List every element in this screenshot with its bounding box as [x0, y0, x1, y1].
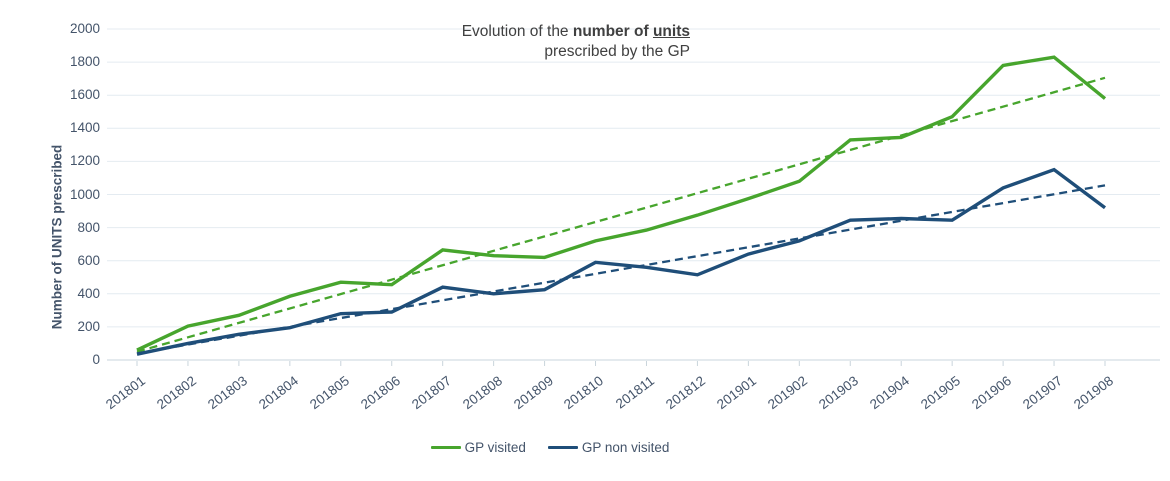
trendline-gp-non-visited-linear-trend: [136, 184, 1106, 355]
title-text: Evolution of the: [461, 23, 573, 40]
y-tick-label: 1000: [69, 186, 100, 202]
trendline-gp-visited-linear-trend: [136, 76, 1106, 353]
chart-title-line1: Evolution of the number of units: [0, 22, 690, 42]
y-tick-label: 200: [77, 318, 100, 334]
legend-item-gp-visited: GP visited: [430, 440, 526, 455]
title-text-underlined: units: [652, 23, 690, 40]
legend-swatch-gp-non-visited: [547, 445, 578, 450]
legend: GP visited GP non visited: [0, 440, 1100, 455]
y-tick-label: 0: [92, 352, 100, 367]
y-tick-label: 1200: [69, 153, 100, 169]
y-tick-label: 1600: [69, 87, 100, 103]
y-tick-label: 400: [77, 285, 100, 301]
legend-item-gp-non-visited: GP non visited: [547, 440, 670, 455]
legend-label: GP visited: [464, 440, 526, 455]
legend-swatch-gp-visited: [430, 445, 461, 450]
series-line-gp-visited: [136, 55, 1107, 352]
y-tick-label: 1400: [69, 120, 100, 136]
chart-title-line2: prescribed by the GP: [544, 42, 690, 60]
title-text-bold: number of: [572, 23, 653, 40]
legend-label: GP non visited: [581, 440, 670, 455]
y-tick-label: 2000: [69, 21, 100, 36]
y-tick-label: 600: [77, 252, 100, 268]
y-tick-label: 1800: [69, 54, 100, 70]
chart-title: Evolution of the number of units prescri…: [0, 22, 690, 61]
y-tick-label: 800: [77, 219, 100, 235]
